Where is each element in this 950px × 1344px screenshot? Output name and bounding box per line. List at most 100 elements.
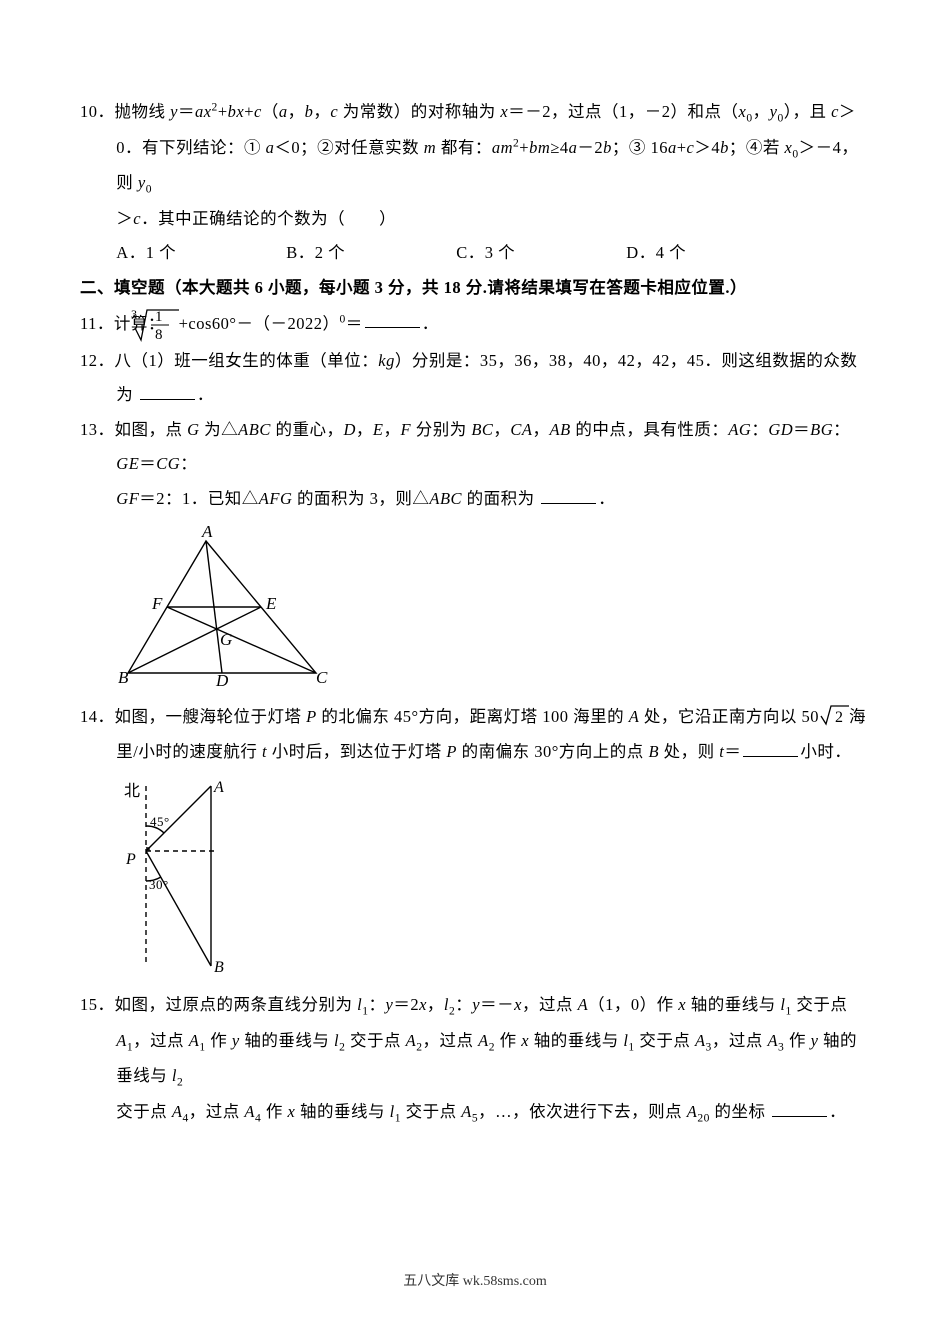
section-2-header: 二、填空题（本大题共 6 小题，每小题 3 分，共 18 分.请将结果填写在答题… <box>80 271 870 306</box>
text: ， <box>383 420 400 439</box>
text: + <box>677 138 687 157</box>
text: ＞ <box>116 209 133 228</box>
q11-line: 11．计算： 3 1 8 +cos60°－（－2022）0＝． <box>80 306 870 344</box>
text: ，过点 <box>522 995 578 1014</box>
text: 轴的垂线与 <box>295 1102 389 1121</box>
var: F <box>400 420 411 439</box>
svg-text:1: 1 <box>155 309 163 325</box>
var: D <box>343 420 355 439</box>
sub: 20 <box>697 1112 710 1124</box>
text: ＞ <box>839 102 856 121</box>
q10-line2: 0．有下列结论：① a＜0；②对任意实数 m 都有：am2+bm≥4a－2b；③… <box>80 131 870 202</box>
text: ，过点 <box>423 1031 479 1050</box>
var-bm: bm <box>529 138 550 157</box>
text: 的坐标 <box>710 1102 770 1121</box>
blank <box>365 311 420 329</box>
text: ＝ <box>793 420 810 439</box>
sqrt2: 2 <box>819 707 849 726</box>
text: 小时后，到达位于灯塔 <box>267 742 446 761</box>
label-E: E <box>265 594 277 613</box>
text: ＝ <box>178 102 195 121</box>
choice-b: B．2 个 <box>286 236 456 271</box>
text: 海 <box>849 707 866 726</box>
var: P <box>306 707 317 726</box>
var: AB <box>550 420 571 439</box>
text: ， <box>493 420 510 439</box>
unit-kg: kg <box>378 351 395 370</box>
text: ；④若 <box>729 138 785 157</box>
blank <box>541 487 596 505</box>
text: 交于点 <box>116 1102 172 1121</box>
sub: 2 <box>177 1077 183 1089</box>
text: 交于点 <box>792 995 848 1014</box>
text: ）分别是：35，36，38，40，42，42，45．则这组数据的众数 <box>395 351 858 370</box>
var: x <box>514 995 522 1014</box>
label-B: B <box>118 668 129 687</box>
text: 12．八（1）班一组女生的体重（单位： <box>80 351 378 370</box>
var: E <box>373 420 384 439</box>
var: A <box>478 1031 489 1050</box>
svg-text:8: 8 <box>155 327 163 343</box>
label-F: F <box>151 594 163 613</box>
question-13: 13．如图，点 G 为△ABC 的重心，D，E，F 分别为 BC，CA，AB 的… <box>80 413 870 701</box>
triangle-centroid-diagram: A B C D E F G <box>116 523 336 688</box>
blank <box>140 383 195 401</box>
var: GD <box>768 420 793 439</box>
q15-line2: A1，过点 A1 作 y 轴的垂线与 l2 交于点 A2，过点 A2 作 x 轴… <box>80 1024 870 1095</box>
var: A <box>687 1102 698 1121</box>
text: 15．如图，过原点的两条直线分别为 <box>80 995 357 1014</box>
text: 0．有下列结论：① <box>116 138 265 157</box>
text: 里/小时的速度航行 <box>116 742 262 761</box>
var-c: c <box>254 102 262 121</box>
label-D: D <box>215 671 229 688</box>
text: ＝ <box>724 742 741 761</box>
var: ABC <box>238 420 271 439</box>
text: 轴的垂线与 <box>240 1031 334 1050</box>
text: ． <box>829 1102 846 1121</box>
question-10: 10．抛物线 y＝ax2+bx+c（a，b，c 为常数）的对称轴为 x＝－2，过… <box>80 95 870 271</box>
choice-c: C．3 个 <box>456 236 626 271</box>
text: 的面积为 3，则△ <box>292 489 429 508</box>
label-P: P <box>125 851 136 868</box>
var-am2: am <box>492 138 513 157</box>
var-a: a <box>279 102 288 121</box>
text: ＝－2，过点（1，－2）和点（ <box>508 102 738 121</box>
var: x <box>678 995 686 1014</box>
angle-45: 45° <box>150 814 170 829</box>
text: ≥4 <box>550 138 568 157</box>
var: A <box>172 1102 183 1121</box>
var: A <box>244 1102 255 1121</box>
q13-line2: GF＝2：1．已知△AFG 的面积为 3，则△ABC 的面积为 ． <box>80 482 870 517</box>
text: 作 <box>495 1031 521 1050</box>
text: ： <box>751 420 768 439</box>
var: A <box>695 1031 706 1050</box>
text: 处，则 <box>659 742 719 761</box>
text: 14．如图，一艘海轮位于灯塔 <box>80 707 306 726</box>
var: ABC <box>429 489 462 508</box>
text: －2 <box>577 138 603 157</box>
text: ， <box>533 420 550 439</box>
text: ： <box>180 454 197 473</box>
text: ＝2 <box>393 995 419 1014</box>
text: 的重心， <box>271 420 344 439</box>
text: ，过点 <box>133 1031 189 1050</box>
text: 交于点 <box>401 1102 461 1121</box>
text: 交于点 <box>635 1031 695 1050</box>
var: A <box>116 1031 127 1050</box>
label-C: C <box>316 668 328 687</box>
var-c: c <box>330 102 338 121</box>
q12-line2: 为 ． <box>80 378 870 413</box>
text: （ <box>262 102 279 121</box>
text: 交于点 <box>345 1031 405 1050</box>
text: ： <box>455 995 472 1014</box>
var-c: c <box>831 102 839 121</box>
var-y0: y <box>138 173 146 192</box>
q10-line1: 10．抛物线 y＝ax2+bx+c（a，b，c 为常数）的对称轴为 x＝－2，过… <box>80 95 870 131</box>
var: GF <box>116 489 139 508</box>
var-a: a <box>668 138 677 157</box>
label-north: 北 <box>124 782 141 800</box>
question-11: 11．计算： 3 1 8 +cos60°－（－2022）0＝． <box>80 306 870 344</box>
text: 为常数）的对称轴为 <box>338 102 500 121</box>
var-ax2: ax <box>195 102 212 121</box>
text: ＜0；②对任意实数 <box>274 138 423 157</box>
